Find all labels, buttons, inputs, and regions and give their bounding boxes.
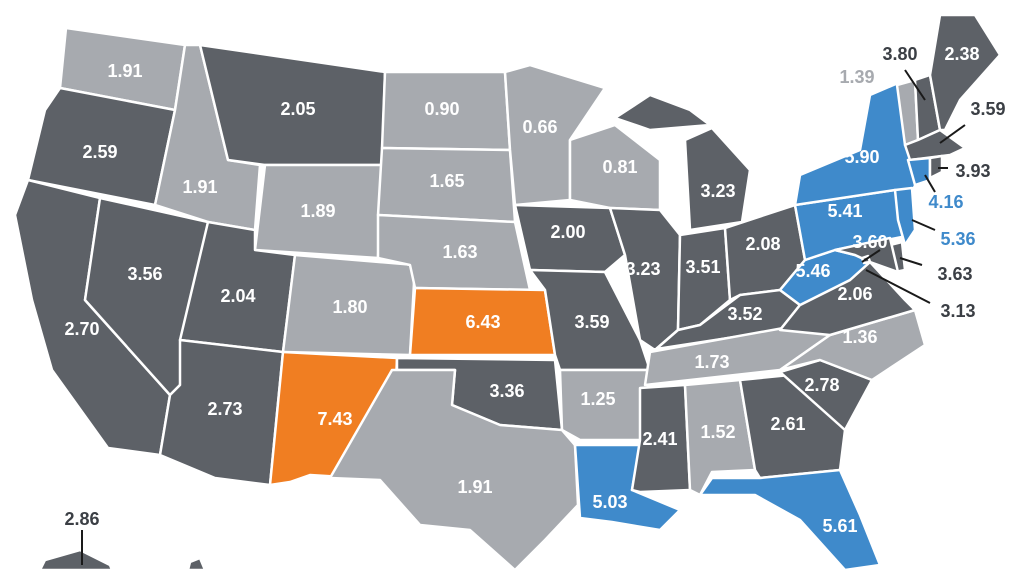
value-label-wa: 1.91 (107, 61, 142, 81)
value-label-ar: 1.25 (580, 389, 615, 409)
state-ia[interactable] (513, 203, 627, 274)
state-ar[interactable] (558, 368, 652, 442)
state-ak[interactable] (38, 548, 114, 570)
state-tx[interactable] (328, 368, 580, 570)
state-fl[interactable] (698, 468, 882, 570)
value-label-nj: 5.36 (940, 229, 975, 249)
value-label-ma: 3.59 (970, 99, 1005, 119)
value-label-nh: 3.80 (882, 44, 917, 64)
state-nj[interactable] (893, 186, 917, 247)
value-label-la: 5.03 (592, 492, 627, 512)
value-label-ca: 2.70 (64, 319, 99, 339)
leader-lines (81, 69, 966, 565)
value-label-sd: 1.65 (429, 171, 464, 191)
value-label-il: 3.23 (625, 259, 660, 279)
value-label-ne: 1.63 (442, 242, 477, 262)
value-label-ky: 3.52 (727, 304, 762, 324)
value-label-or: 2.59 (82, 142, 117, 162)
value-label-mn: 0.66 (522, 117, 557, 137)
value-label-vt: 1.39 (839, 67, 874, 87)
state-ct[interactable] (906, 156, 932, 187)
state-mi[interactable] (683, 126, 752, 232)
leader-line-md (861, 249, 881, 263)
value-label-nv: 3.56 (127, 264, 162, 284)
value-label-md: 3.60 (852, 232, 887, 252)
value-label-al: 1.52 (700, 422, 735, 442)
leader-line-nj (911, 219, 936, 231)
value-label-co: 1.80 (332, 297, 367, 317)
value-label-ct: 4.16 (928, 192, 963, 212)
value-label-pa: 5.41 (827, 201, 862, 221)
value-label-oh: 2.08 (745, 234, 780, 254)
value-label-nc: 1.36 (842, 327, 877, 347)
state-md[interactable] (833, 236, 900, 274)
value-label-ks: 6.43 (465, 312, 500, 332)
value-label-de: 3.63 (937, 264, 972, 284)
value-label-id: 1.91 (182, 177, 217, 197)
value-label-tx: 1.91 (457, 477, 492, 497)
value-label-ok: 3.36 (489, 381, 524, 401)
value-label-me: 2.38 (944, 44, 979, 64)
leader-line-de (899, 257, 923, 266)
value-label-ms: 2.41 (642, 429, 677, 449)
value-label-wy: 1.89 (300, 201, 335, 221)
state-shapes (13, 13, 1002, 570)
value-label-mi: 3.23 (700, 181, 735, 201)
value-label-fl: 5.61 (822, 516, 857, 536)
state-or[interactable] (26, 86, 177, 207)
value-label-ga: 2.61 (770, 414, 805, 434)
value-label-tn: 1.73 (694, 352, 729, 372)
leader-line-ma (939, 124, 966, 144)
value-label-ia: 2.00 (550, 222, 585, 242)
value-label-az: 2.73 (207, 399, 242, 419)
value-label-ri: 3.93 (955, 161, 990, 181)
value-label-mt: 2.05 (280, 99, 315, 119)
state-ri[interactable] (928, 154, 944, 180)
value-label-dc: 3.13 (940, 301, 975, 321)
leader-line-ct (924, 174, 936, 193)
value-label-mo: 3.59 (574, 312, 609, 332)
value-label-sc: 2.78 (804, 375, 839, 395)
value-label-in: 3.51 (685, 257, 720, 277)
value-label-va: 2.06 (837, 284, 872, 304)
state-hi[interactable] (186, 556, 207, 570)
value-label-nd: 0.90 (424, 99, 459, 119)
value-label-ak: 2.86 (64, 509, 99, 529)
leader-line-dc (865, 269, 931, 304)
value-label-ny: 5.90 (844, 147, 879, 167)
value-label-ut: 2.04 (220, 286, 255, 306)
value-label-nm: 7.43 (317, 409, 352, 429)
state-mi-up[interactable] (613, 93, 712, 132)
state-value-labels: 1.91 2.59 2.70 3.56 1.91 2.05 1.89 2.04 … (64, 44, 1005, 536)
value-label-wv: 5.46 (795, 261, 830, 281)
leader-line-nh (904, 69, 926, 101)
value-label-wi: 0.81 (602, 157, 637, 177)
